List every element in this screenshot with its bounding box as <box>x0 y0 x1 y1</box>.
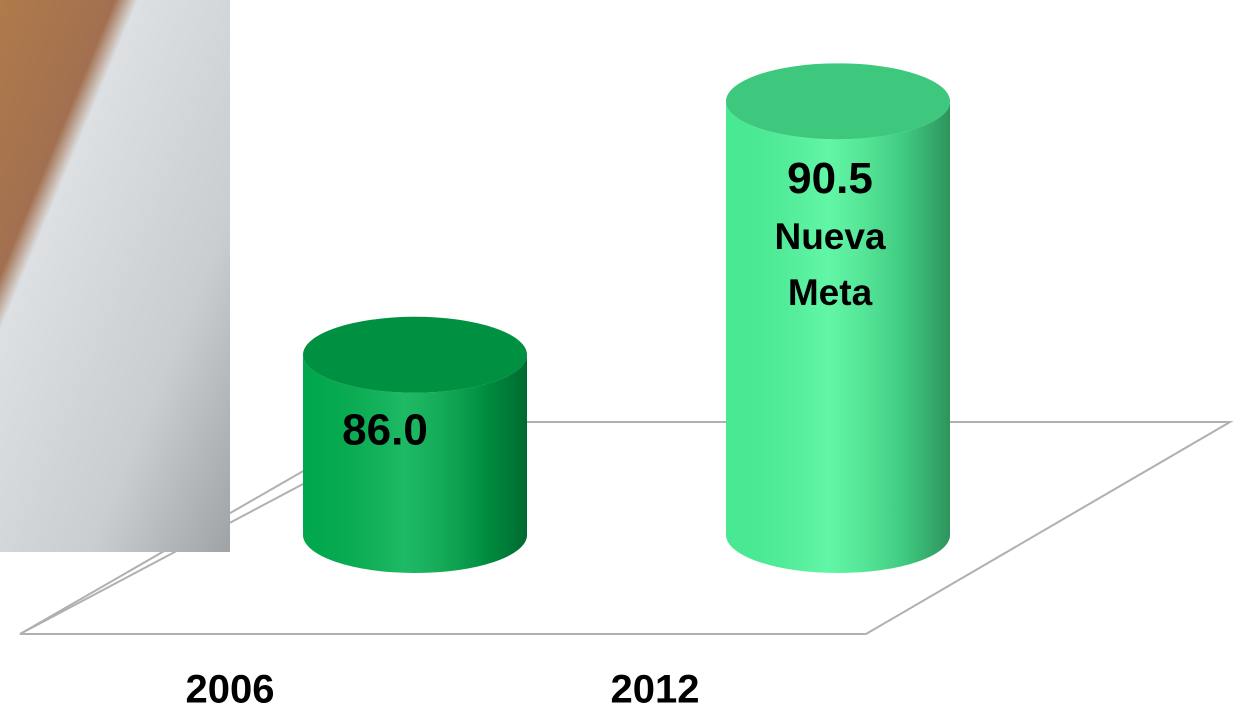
x-tick-label: 2012 <box>611 668 700 712</box>
chart: 86.0 2006 90.5 Nueva Meta 2012 <box>0 0 1236 713</box>
annotation: Nueva <box>774 216 885 257</box>
cylinder <box>726 63 950 573</box>
value-label: 86.0 <box>342 405 428 454</box>
x-tick-label: 2006 <box>186 668 275 712</box>
photo <box>0 0 230 552</box>
cylinder-top-shade <box>726 63 950 139</box>
value-label: 90.5 <box>787 154 873 203</box>
annotation: Meta <box>788 272 873 313</box>
bars <box>303 63 950 573</box>
cylinder-top-shade <box>303 317 527 393</box>
page: 86.0200690.5NuevaMeta2012 (() => { const… <box>0 0 1236 713</box>
